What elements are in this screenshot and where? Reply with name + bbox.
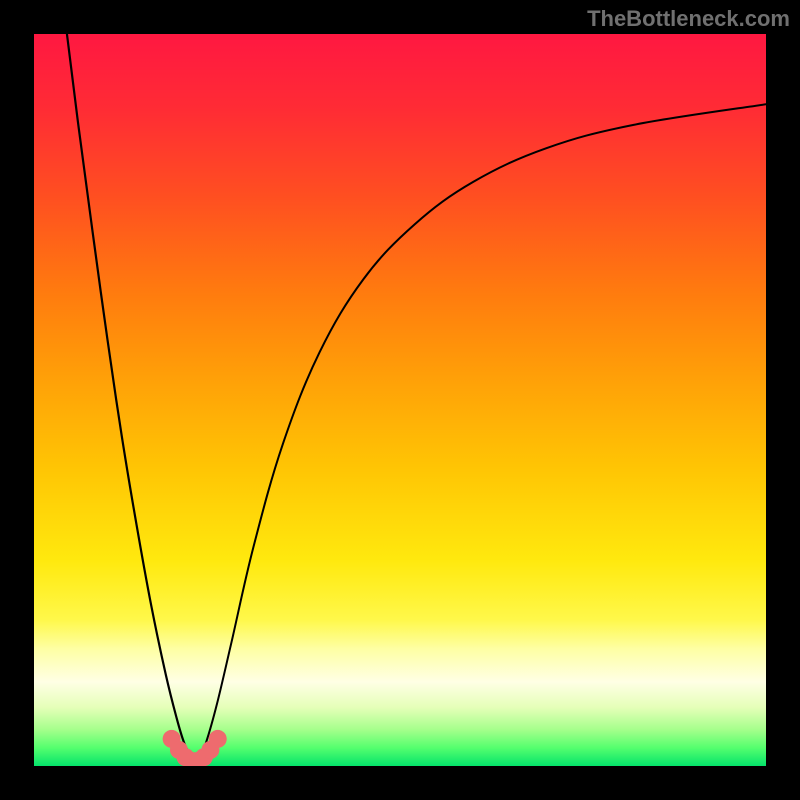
bottleneck-curve bbox=[195, 104, 766, 761]
watermark-text: TheBottleneck.com bbox=[587, 6, 790, 32]
bottleneck-curve bbox=[67, 34, 195, 762]
curve-layer bbox=[34, 34, 766, 766]
plot-area bbox=[34, 34, 766, 766]
valley-marker bbox=[209, 730, 227, 748]
chart-container: TheBottleneck.com bbox=[0, 0, 800, 800]
